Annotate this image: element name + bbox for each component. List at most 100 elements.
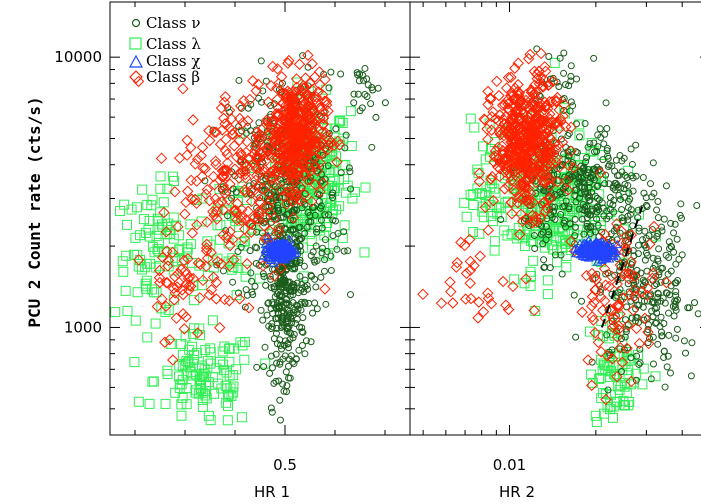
- point-lambda: [327, 239, 338, 250]
- point-beta: [472, 312, 484, 324]
- point-nu: [280, 387, 288, 395]
- point-lambda: [196, 216, 207, 227]
- point-beta: [233, 293, 246, 305]
- point-beta: [220, 133, 232, 146]
- point-nu: [584, 189, 592, 197]
- point-nu: [300, 288, 308, 296]
- point-lambda: [620, 400, 631, 411]
- point-nu: [294, 305, 302, 313]
- point-beta: [257, 122, 269, 134]
- point-beta: [507, 150, 519, 162]
- point-nu: [665, 309, 673, 317]
- point-nu: [557, 210, 565, 218]
- point-beta: [612, 301, 625, 314]
- point-nu: [660, 215, 668, 223]
- point-chi: [612, 239, 623, 249]
- point-beta: [250, 127, 263, 139]
- point-beta: [256, 174, 269, 186]
- point-nu: [549, 74, 557, 82]
- point-beta: [487, 106, 499, 118]
- point-beta: [265, 194, 277, 207]
- point-beta: [219, 164, 232, 176]
- point-beta: [271, 82, 283, 94]
- point-nu: [288, 261, 296, 269]
- point-nu: [665, 331, 673, 339]
- point-chi: [582, 241, 592, 250]
- point-nu: [295, 346, 303, 354]
- point-nu: [381, 99, 389, 107]
- point-beta: [268, 137, 281, 149]
- point-nu: [242, 286, 250, 294]
- point-nu: [655, 271, 663, 279]
- point-beta: [514, 228, 526, 240]
- point-nu: [602, 99, 610, 107]
- point-beta: [554, 112, 567, 125]
- point-nu: [639, 276, 647, 284]
- point-beta: [535, 168, 548, 181]
- point-lambda: [176, 379, 187, 390]
- point-beta: [625, 255, 637, 268]
- point-lambda: [591, 417, 602, 428]
- point-nu: [648, 298, 656, 306]
- point-beta: [275, 71, 288, 83]
- point-beta: [310, 91, 323, 103]
- point-beta: [486, 170, 498, 183]
- point-nu: [282, 368, 290, 376]
- point-beta: [194, 292, 206, 304]
- point-chi: [276, 254, 287, 264]
- point-nu: [260, 363, 268, 371]
- point-nu: [331, 217, 339, 225]
- point-nu: [272, 314, 280, 322]
- point-nu: [616, 152, 624, 160]
- point-lambda: [612, 210, 623, 221]
- point-lambda: [552, 257, 563, 268]
- point-nu: [317, 202, 325, 210]
- point-beta: [196, 141, 209, 154]
- point-lambda: [468, 227, 479, 238]
- point-beta: [228, 140, 240, 152]
- point-beta: [531, 68, 543, 81]
- point-nu: [639, 174, 647, 182]
- point-beta: [568, 162, 580, 174]
- point-nu: [533, 45, 541, 53]
- point-nu: [290, 360, 298, 368]
- point-beta: [173, 152, 186, 164]
- point-nu: [537, 230, 545, 238]
- panel-hr2-ticks: [410, 2, 701, 435]
- point-beta: [589, 271, 601, 283]
- point-beta: [477, 306, 490, 318]
- point-nu: [565, 82, 573, 90]
- point-nu: [292, 242, 300, 250]
- point-lambda: [155, 171, 166, 182]
- point-beta: [516, 112, 529, 124]
- point-nu: [276, 396, 284, 404]
- point-nu: [571, 232, 579, 240]
- point-beta: [271, 93, 283, 106]
- point-lambda: [208, 388, 219, 399]
- point-nu: [531, 244, 539, 252]
- point-nu: [274, 207, 282, 215]
- point-nu: [643, 203, 651, 211]
- point-nu: [324, 211, 332, 219]
- point-nu: [608, 346, 616, 354]
- point-beta: [271, 130, 283, 142]
- point-beta: [252, 213, 264, 225]
- point-lambda: [162, 183, 173, 194]
- point-nu: [643, 267, 651, 275]
- point-beta: [242, 205, 254, 218]
- point-beta: [226, 233, 239, 246]
- point-lambda: [218, 359, 229, 370]
- point-lambda: [311, 209, 322, 220]
- point-beta: [485, 297, 498, 310]
- point-beta: [514, 112, 526, 125]
- point-beta: [295, 154, 307, 167]
- point-nu: [296, 256, 304, 264]
- point-nu: [654, 257, 662, 265]
- point-beta: [208, 126, 221, 138]
- point-lambda: [306, 235, 317, 246]
- point-beta: [611, 218, 623, 230]
- point-lambda: [115, 205, 126, 216]
- point-beta: [481, 123, 493, 135]
- y-tick-label-10000: 10000: [54, 48, 102, 66]
- point-beta: [264, 166, 277, 178]
